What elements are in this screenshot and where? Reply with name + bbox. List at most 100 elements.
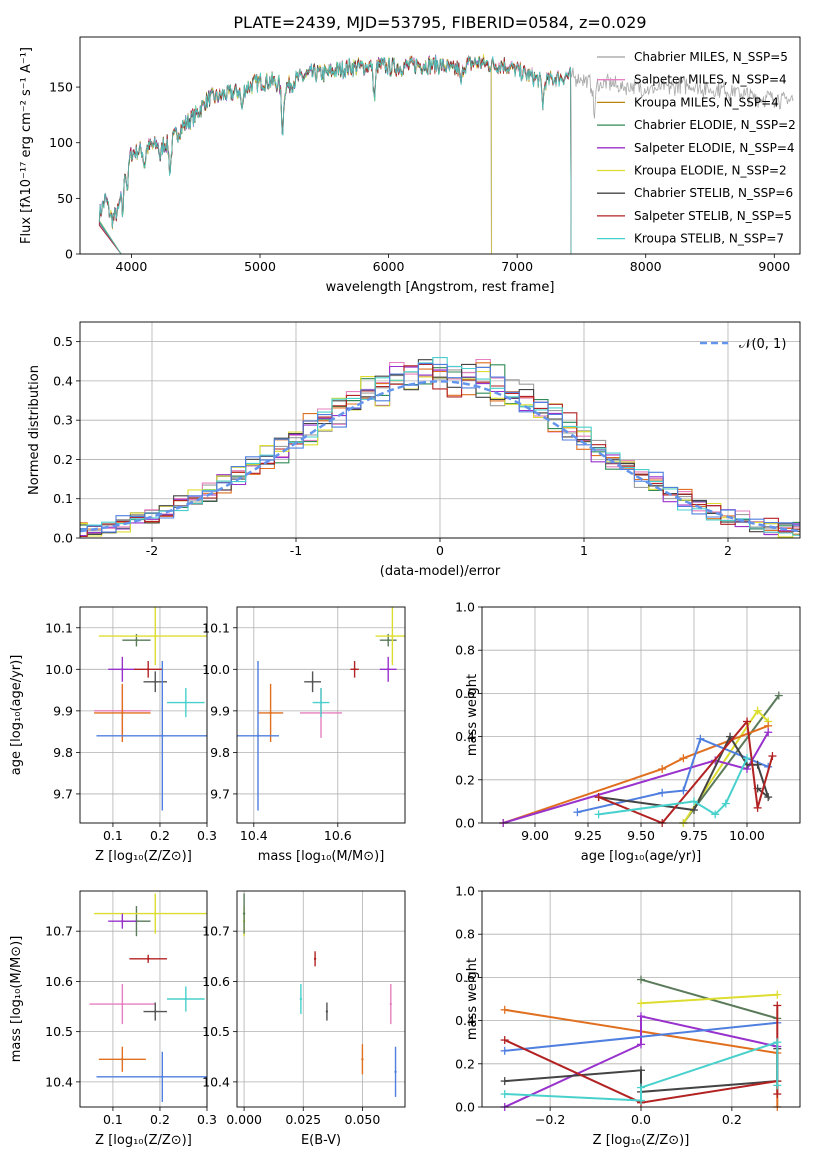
data-point — [161, 1075, 164, 1079]
y-tick-label: 0.4 — [455, 1013, 475, 1028]
x-axis-label: E(B-V) — [301, 1133, 341, 1148]
data-point — [147, 957, 150, 961]
y-tick-label: 0.6 — [455, 970, 475, 985]
y-tick-label: 9.8 — [53, 745, 73, 760]
legend-label: Kroupa STELIB, N_SSP=7 — [634, 232, 784, 246]
y-axis-label: mass [log₁₀(M/M⊙)] — [9, 936, 24, 1063]
panel-4: 9.00 9.25 9.50 9.75 10.00 0.0 0.2 0.4 0.6 0.8 1.0 a… — [455, 600, 801, 864]
x-tick-label: -1 — [290, 543, 302, 558]
x-tick-label: 0.2 — [722, 1112, 742, 1127]
data-point — [154, 912, 157, 915]
data-point — [147, 668, 150, 671]
legend: Chabrier MILES, N_SSP=5 Salpeter MILES, N… — [597, 50, 796, 246]
data-point — [389, 1002, 393, 1006]
data-point — [269, 711, 272, 715]
data-point — [391, 634, 394, 638]
y-tick-label: 10.1 — [45, 620, 73, 635]
panel-3: 10.4 10.6 9.7 9.8 9.9 10.0 10.1 mass [log₁₀(M/M… — [202, 606, 406, 864]
weight-line-3 — [502, 731, 770, 823]
data-point — [184, 997, 188, 1001]
x-tick-label: 0.025 — [285, 1112, 321, 1127]
panel-0: 4000 5000 6000 7000 8000 9000 0 50 100 150 wavelen… — [19, 13, 801, 295]
y-tick-label: 50 — [57, 191, 73, 206]
data-point — [256, 734, 260, 737]
data-point — [154, 1010, 157, 1013]
data-point — [121, 1058, 124, 1061]
chart-title: PLATE=2439, MJD=53795, FIBERID=0584, z=0… — [233, 13, 646, 32]
data-point — [299, 997, 303, 1001]
legend-label: Salpeter MILES, N_SSP=4 — [634, 73, 787, 87]
data-point — [154, 634, 157, 638]
x-tick-label: 0.2 — [150, 828, 170, 843]
axes-frame — [236, 606, 406, 824]
y-tick-label: 0.4 — [53, 373, 73, 388]
y-tick-label: 0.4 — [455, 729, 475, 744]
panel-2: 0.1 0.2 0.3 9.7 9.8 9.9 10.0 10.1 Z [log₁₀(Z/Z⊙)… — [9, 606, 217, 864]
histogram-step-9 — [80, 363, 800, 533]
data-point — [121, 711, 124, 715]
x-tick-label: 9000 — [758, 259, 790, 274]
axes-frame — [79, 321, 801, 539]
data-point — [394, 1070, 397, 1074]
data-point — [387, 639, 390, 642]
data-point — [135, 639, 138, 642]
x-tick-label: 0.2 — [150, 1112, 170, 1127]
y-tick-label: 10.4 — [45, 1074, 73, 1089]
x-tick-label: 9.50 — [627, 828, 655, 843]
data-point — [353, 668, 356, 671]
y-tick-label: 150 — [49, 80, 73, 95]
y-tick-label: 0 — [65, 247, 73, 262]
y-tick-label: 1.0 — [455, 884, 475, 899]
data-point — [325, 1010, 329, 1013]
y-tick-label: 10.0 — [45, 662, 73, 677]
y-tick-label: 9.9 — [210, 703, 230, 718]
y-tick-label: 0.0 — [455, 816, 475, 831]
y-tick-label: 0.8 — [455, 927, 475, 942]
legend-label: Salpeter STELIB, N_SSP=5 — [634, 209, 792, 223]
panel-1: -2 -1 0 1 2 0.0 0.1 0.2 0.3 0.4 0.5 (data-model)/er… — [27, 321, 801, 579]
x-tick-label: 0 — [436, 543, 444, 558]
y-axis-label: Flux [fλ10⁻¹⁷ erg cm⁻² s⁻¹ A⁻¹] — [19, 47, 34, 244]
y-tick-label: 9.7 — [210, 786, 230, 801]
x-tick-label: 4000 — [116, 259, 148, 274]
x-tick-label: 6000 — [373, 259, 405, 274]
legend-label: Kroupa ELODIE, N_SSP=2 — [634, 164, 787, 178]
x-tick-label: 0.0 — [631, 1112, 651, 1127]
weight-line-1 — [640, 993, 778, 1005]
legend-label: Salpeter ELODIE, N_SSP=4 — [634, 141, 795, 155]
panel-6: 0.000 0.025 0.050 10.4 10.5 10.6 10.7 E(B-V) — [202, 890, 406, 1148]
data-point — [121, 919, 124, 923]
data-point — [319, 701, 323, 704]
x-tick-label: 0.1 — [103, 828, 123, 843]
panel-5: 0.1 0.2 0.3 10.4 10.5 10.6 10.7 Z [log₁₀(Z/Z⊙)]… — [9, 890, 217, 1148]
y-tick-label: 10.6 — [45, 974, 73, 989]
data-point — [387, 668, 390, 671]
x-tick-label: 0.1 — [103, 1112, 123, 1127]
x-axis-label: age [log₁₀(age/yr)] — [581, 849, 702, 864]
x-axis-label: mass [log₁₀(M/M⊙)] — [258, 849, 385, 864]
x-tick-label: -2 — [146, 543, 158, 558]
x-tick-label: 10.00 — [729, 828, 765, 843]
axes-frame — [481, 606, 801, 824]
panel-7: −0.2 0.0 0.2 0.0 0.2 0.4 0.6 0.8 1.0 Z [log₁₀(Z/Z… — [455, 884, 801, 1148]
data-point — [121, 668, 124, 671]
y-tick-label: 0.2 — [455, 772, 475, 787]
legend-label: 𝒩(0, 1) — [739, 337, 786, 352]
x-tick-label: 10.6 — [324, 828, 352, 843]
axes-frame — [481, 890, 801, 1108]
weight-line-4 — [504, 1021, 778, 1052]
x-axis-label: Z [log₁₀(Z/Z⊙)] — [593, 1133, 690, 1148]
y-tick-label: 9.9 — [53, 703, 73, 718]
data-point — [361, 1058, 364, 1061]
data-point — [161, 734, 164, 737]
legend-label: Chabrier ELODIE, N_SSP=2 — [634, 118, 796, 132]
x-axis-label: Z [log₁₀(Z/Z⊙)] — [95, 1133, 192, 1148]
data-point — [121, 1002, 124, 1006]
x-tick-label: 9.25 — [574, 828, 602, 843]
spectrum-line-1 — [98, 54, 572, 254]
x-tick-label: 7000 — [501, 259, 533, 274]
axes-frame — [79, 36, 801, 255]
y-tick-label: 10.0 — [202, 662, 230, 677]
y-tick-label: 0.3 — [53, 413, 73, 428]
legend-label: Kroupa MILES, N_SSP=4 — [634, 95, 779, 109]
